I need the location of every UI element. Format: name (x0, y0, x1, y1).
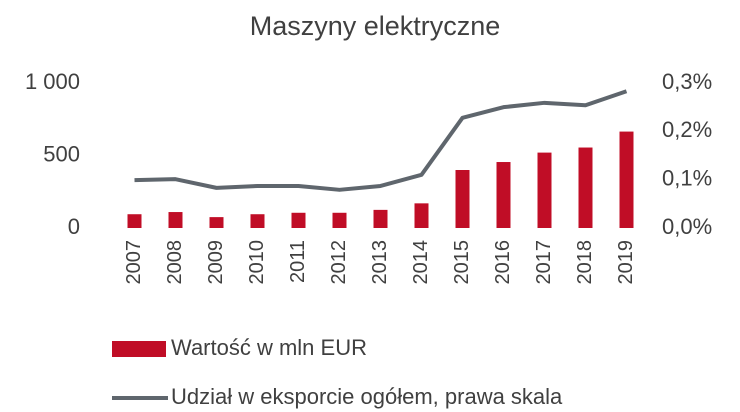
x-tick-label: 2015 (451, 240, 473, 285)
line (134, 89, 628, 192)
y-tick-label: 0 (68, 214, 80, 239)
bar (127, 214, 142, 228)
bar (537, 152, 552, 228)
bar (373, 209, 388, 228)
bar (619, 131, 634, 228)
y2-tick-label: 0,0% (662, 214, 712, 239)
y2-tick-label: 0,1% (662, 165, 712, 190)
x-tick-label: 2019 (615, 240, 637, 285)
chart-title: Maszyny elektryczne (250, 11, 501, 41)
x-tick-label: 2017 (533, 240, 555, 285)
y-tick-label: 500 (43, 141, 80, 166)
bar (578, 147, 593, 228)
y2-tick-label: 0,2% (662, 117, 712, 142)
legend-swatch (112, 341, 166, 357)
bar (496, 162, 511, 228)
bar (250, 214, 265, 228)
x-tick-label: 2011 (287, 240, 309, 283)
x-tick-label: 2013 (369, 240, 391, 285)
legend-label: Udział w eksporcie ogółem, prawa skala (171, 384, 563, 409)
x-tick-label: 2009 (205, 240, 227, 285)
x-tick-label: 2007 (123, 240, 145, 285)
legend-label: Wartość w mln EUR (171, 335, 367, 360)
y2-tick-label: 0,3% (662, 69, 712, 94)
y-tick-label: 1 000 (25, 69, 80, 94)
bar (455, 170, 470, 228)
bar (291, 212, 306, 228)
bar (168, 212, 183, 228)
x-tick-label: 2018 (574, 240, 596, 285)
bar (332, 212, 347, 228)
x-tick-label: 2012 (328, 240, 350, 285)
bar (209, 217, 224, 228)
x-tick-label: 2010 (246, 240, 268, 285)
x-tick-label: 2008 (164, 240, 186, 285)
x-tick-label: 2014 (410, 240, 432, 285)
x-tick-label: 2016 (492, 240, 514, 285)
bar (414, 203, 429, 228)
